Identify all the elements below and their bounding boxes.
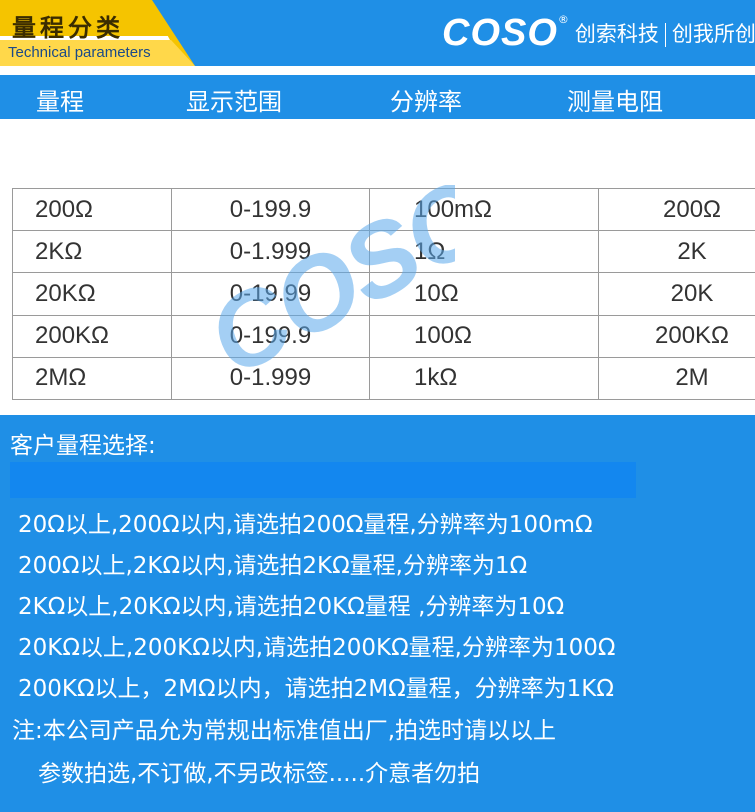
cell-resolution: 100Ω bbox=[369, 314, 599, 358]
spec-table: 200Ω 0-199.9 100mΩ 200Ω 2KΩ 0-1.999 1Ω 2… bbox=[12, 187, 755, 401]
header-bar: 量程分类 Technical parameters COSO ® 创索科技 创我所… bbox=[0, 0, 755, 66]
highlight-strip bbox=[10, 462, 636, 498]
brand-logo: COSO bbox=[442, 12, 558, 54]
cell-resistance: 200Ω bbox=[598, 187, 755, 232]
brand-slogan: 创索科技 创我所创 bbox=[575, 18, 755, 48]
slogan-right: 创我所创 bbox=[671, 22, 755, 46]
note-line-1: 注:本公司产品允为常规出标准值出厂,拍选时请以以上 bbox=[12, 718, 557, 744]
column-header-display-range: 显示范围 bbox=[186, 88, 282, 116]
section-title: 量程分类 bbox=[12, 14, 124, 42]
note-line-2: 参数拍选,不订做,不另改标签.....介意者勿拍 bbox=[38, 761, 481, 787]
cell-range: 200Ω bbox=[12, 187, 172, 232]
cell-resistance: 2K bbox=[598, 230, 755, 274]
cell-range: 2MΩ bbox=[12, 356, 172, 401]
cell-range: 200KΩ bbox=[12, 314, 172, 358]
selection-rules: 20Ω以上,200Ω以内,请选拍200Ω量程,分辨率为100mΩ 200Ω以上,… bbox=[18, 505, 755, 710]
column-header-bar: 量程 显示范围 分辨率 测量电阻 bbox=[0, 75, 755, 119]
column-header-range: 量程 bbox=[36, 88, 84, 116]
table-row: 200Ω 0-199.9 100mΩ 200Ω bbox=[12, 187, 755, 232]
cell-range: 20KΩ bbox=[12, 272, 172, 316]
cell-display-range: 0-19.99 bbox=[171, 272, 370, 316]
rule-line: 200Ω以上,2KΩ以内,请选拍2KΩ量程,分辨率为1Ω bbox=[18, 553, 528, 579]
cell-resolution: 1Ω bbox=[369, 230, 599, 274]
registered-mark: ® bbox=[557, 13, 569, 26]
rule-line: 20KΩ以上,200KΩ以内,请选拍200KΩ量程,分辨率为100Ω bbox=[18, 635, 616, 661]
table-row: 2KΩ 0-1.999 1Ω 2K bbox=[12, 230, 755, 274]
rule-line: 2KΩ以上,20KΩ以内,请选拍20KΩ量程 ,分辨率为10Ω bbox=[18, 594, 565, 620]
cell-resolution: 10Ω bbox=[369, 272, 599, 316]
rule-line: 200KΩ以上，2MΩ以内，请选拍2MΩ量程，分辨率为1KΩ bbox=[18, 676, 614, 702]
cell-resolution: 100mΩ bbox=[369, 187, 599, 232]
column-header-resolution: 分辨率 bbox=[390, 88, 462, 116]
selection-title: 客户量程选择: bbox=[10, 433, 156, 459]
cell-resistance: 2M bbox=[598, 356, 755, 401]
section-subtitle: Technical parameters bbox=[8, 44, 151, 61]
slogan-divider bbox=[664, 23, 666, 47]
cell-resistance: 20K bbox=[598, 272, 755, 316]
table-row: 20KΩ 0-19.99 10Ω 20K bbox=[12, 272, 755, 316]
section-tag-badge bbox=[0, 0, 195, 66]
cell-display-range: 0-1.999 bbox=[171, 356, 370, 401]
rule-line: 20Ω以上,200Ω以内,请选拍200Ω量程,分辨率为100mΩ bbox=[18, 512, 593, 538]
cell-resistance: 200KΩ bbox=[598, 314, 755, 358]
slogan-left: 创索科技 bbox=[574, 22, 659, 46]
column-header-resistance: 测量电阻 bbox=[567, 88, 663, 116]
spec-table-wrapper: 200Ω 0-199.9 100mΩ 200Ω 2KΩ 0-1.999 1Ω 2… bbox=[12, 187, 755, 401]
brand-block: COSO ® 创索科技 创我所创 bbox=[442, 12, 755, 54]
cell-range: 2KΩ bbox=[12, 230, 172, 274]
cell-display-range: 0-1.999 bbox=[171, 230, 370, 274]
cell-display-range: 0-199.9 bbox=[171, 314, 370, 358]
cell-resolution: 1kΩ bbox=[369, 356, 599, 401]
table-row: 2MΩ 0-1.999 1kΩ 2M bbox=[12, 356, 755, 401]
table-row: 200KΩ 0-199.9 100Ω 200KΩ bbox=[12, 314, 755, 358]
cell-display-range: 0-199.9 bbox=[171, 187, 370, 232]
